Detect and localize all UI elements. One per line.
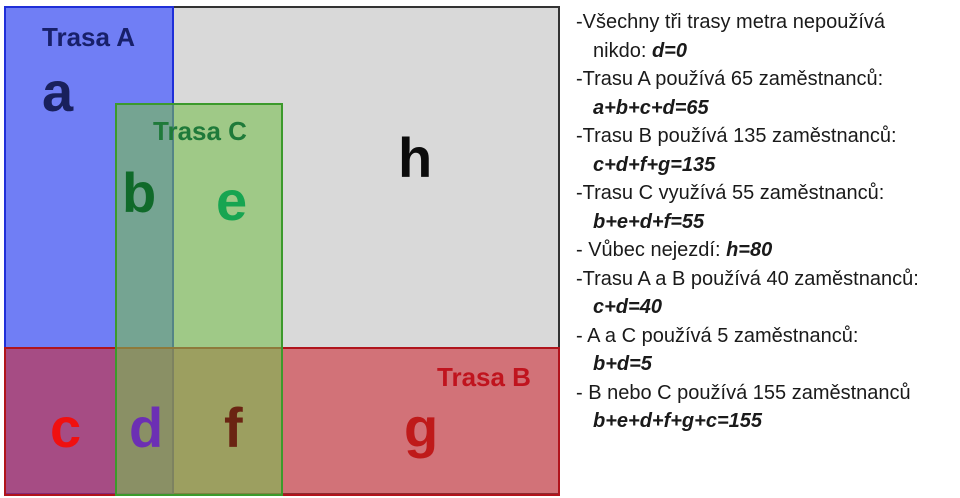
note-line: - B nebo C používá 155 zaměstnanců (576, 379, 956, 408)
note-line: c+d+f+g=135 (576, 151, 956, 180)
note-line: -Trasu A používá 65 zaměstnanců: (576, 65, 956, 94)
note-line: b+d=5 (576, 350, 956, 379)
notes-list: -Všechny tři trasy metra nepoužívá nikdo:… (576, 8, 956, 436)
note-line: -Trasu B používá 135 zaměstnanců: (576, 122, 956, 151)
note-line: -Trasu A a B používá 40 zaměstnanců: (576, 265, 956, 294)
region-g-label: g (404, 396, 439, 459)
region-e-label: e (216, 169, 248, 232)
trasa-c-title: Trasa C (153, 116, 247, 146)
note-text: nikdo: (593, 39, 652, 62)
note-text: - A a C používá 5 zaměstnanců: (576, 324, 859, 347)
note-equation: b+d=5 (593, 353, 652, 375)
note-text: - Vůbec nejezdí: (576, 239, 727, 261)
note-line: - A a C používá 5 zaměstnanců: (576, 322, 956, 351)
region-c-label: c (50, 396, 82, 459)
region-b-label: b (122, 161, 157, 224)
note-text: - B nebo C používá 155 zaměstnanců (576, 381, 911, 404)
note-equation: b+e+d+f=55 (593, 210, 705, 233)
trasa-c-rect (115, 103, 283, 496)
note-line: - Vůbec nejezdí: h=80 (576, 236, 956, 265)
note-equation: a+b+c+d=65 (593, 96, 709, 119)
region-a-label: a (42, 60, 74, 123)
note-text: -Trasu B používá 135 zaměstnanců: (576, 125, 897, 147)
note-text: -Trasu C využívá 55 zaměstnanců: (576, 182, 885, 204)
note-equation: d=0 (651, 39, 687, 62)
trasa-a-title: Trasa A (42, 22, 135, 52)
note-equation: c+d=40 (593, 296, 662, 318)
note-line: b+e+d+f+g+c=155 (576, 407, 956, 436)
region-d-label: d (129, 396, 164, 459)
note-line: nikdo: d=0 (576, 37, 956, 66)
note-line: -Trasu C využívá 55 zaměstnanců: (576, 179, 956, 208)
note-line: b+e+d+f=55 (576, 208, 956, 237)
note-text: -Všechny tři trasy metra nepoužívá (576, 11, 886, 33)
trasa-b-title: Trasa B (437, 362, 531, 392)
note-text: -Trasu A používá 65 zaměstnanců: (576, 68, 884, 90)
region-h-label: h (398, 126, 433, 189)
note-equation: h=80 (726, 239, 773, 261)
note-line: a+b+c+d=65 (576, 94, 956, 123)
note-line: c+d=40 (576, 293, 956, 322)
note-line: -Všechny tři trasy metra nepoužívá (576, 8, 956, 37)
region-f-label: f (224, 396, 243, 459)
note-equation: c+d+f+g=135 (593, 153, 716, 176)
note-equation: b+e+d+f+g+c=155 (593, 410, 763, 432)
note-text: -Trasu A a B používá 40 zaměstnanců: (576, 267, 919, 290)
